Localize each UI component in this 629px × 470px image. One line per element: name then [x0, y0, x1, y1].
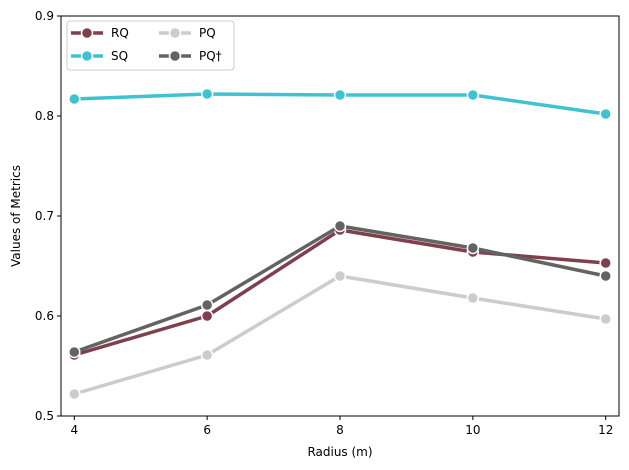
data-point-SQ-6	[200, 87, 214, 101]
y-tick-label: 0.7	[35, 209, 54, 223]
legend: RQ SQ PQ PQ†	[66, 20, 235, 71]
data-point-PQ-12	[599, 312, 612, 326]
x-tick-label: 12	[598, 423, 613, 437]
data-point-RQ-6	[200, 309, 214, 323]
y-tick-label: 0.9	[35, 9, 54, 23]
series-PQ	[68, 269, 612, 401]
series-PQ†	[68, 219, 612, 359]
x-tick-label: 8	[336, 423, 344, 437]
legend-box	[66, 20, 235, 71]
legend-item-PQ†: PQ†	[159, 49, 222, 63]
legend-label: PQ†	[199, 49, 222, 63]
data-point-PQ†-12	[599, 269, 612, 283]
data-point-PQ-6	[200, 348, 214, 362]
legend-item-SQ: SQ	[71, 49, 128, 63]
data-point-PQ†-4	[68, 345, 81, 359]
legend-label: SQ	[111, 49, 128, 63]
data-point-PQ†-6	[200, 298, 214, 312]
y-tick-label: 0.8	[35, 109, 54, 123]
y-axis-title: Values of Metrics	[9, 165, 23, 267]
legend-label: RQ	[111, 26, 129, 40]
data-point-PQ-8	[333, 269, 347, 283]
series-SQ	[68, 87, 612, 121]
legend-swatch-marker	[80, 49, 94, 63]
legend-item-RQ: RQ	[71, 26, 129, 40]
data-point-PQ†-10	[466, 241, 480, 255]
data-point-SQ-12	[599, 107, 612, 121]
data-point-PQ-10	[466, 291, 480, 305]
legend-swatch-marker	[168, 49, 182, 63]
data-point-SQ-10	[466, 88, 480, 102]
legend-swatch-marker	[168, 26, 182, 40]
data-point-SQ-4	[68, 92, 81, 106]
series-layer	[68, 87, 612, 401]
x-axis-title: Radius (m)	[307, 445, 372, 459]
y-tick-label: 0.5	[35, 409, 54, 423]
data-point-SQ-8	[333, 88, 347, 102]
data-point-RQ-12	[599, 256, 612, 270]
legend-item-PQ: PQ	[159, 26, 216, 40]
data-point-PQ-4	[68, 387, 81, 401]
y-tick-label: 0.6	[35, 309, 54, 323]
axes-layer: 4 6 8 10 12 0.5 0.6 0.7 0.8 0.9	[35, 9, 620, 437]
x-tick-label: 4	[70, 423, 78, 437]
x-tick-label: 6	[203, 423, 211, 437]
legend-label: PQ	[199, 26, 216, 40]
legend-swatch-marker	[80, 26, 94, 40]
data-point-PQ†-8	[333, 219, 347, 233]
x-tick-label: 10	[465, 423, 480, 437]
